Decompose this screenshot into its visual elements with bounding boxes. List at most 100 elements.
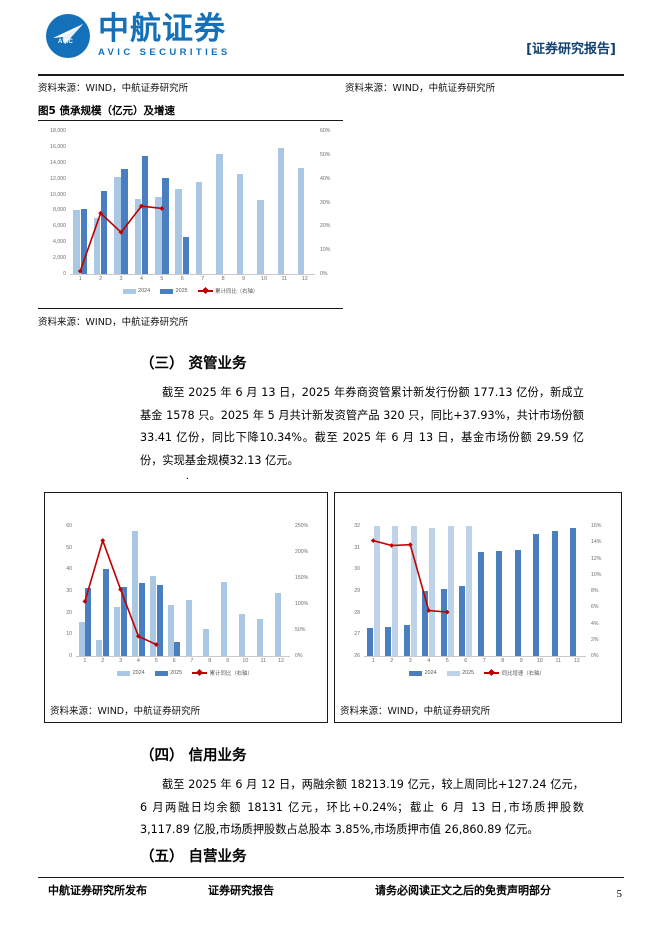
- fig5-y2-tick: 50%: [320, 151, 331, 158]
- fig6-x-axis: [76, 656, 290, 657]
- page-number: 5: [616, 888, 623, 900]
- fig6-bar: [132, 531, 139, 656]
- fig7-legend-item: 2024: [409, 670, 437, 676]
- source-note-top-right: 资料来源：WIND，中航证券研究所: [345, 83, 496, 94]
- fig6-y2-tick: 0%: [295, 653, 303, 659]
- fig6-x-tick: 9: [226, 658, 230, 664]
- fig7-y2-tick: 0%: [591, 653, 599, 659]
- fig5-y-tick: 6,000: [53, 223, 66, 230]
- fig5-bar: [162, 178, 169, 274]
- legend-label: 2024: [138, 288, 151, 294]
- fig5-bar: [155, 196, 162, 274]
- fig5-y-tick: 2,000: [53, 255, 66, 262]
- fig5-bar: [257, 199, 264, 274]
- fig7-y2-tick: 14%: [591, 539, 602, 546]
- fig6-legend-item: 2024: [117, 670, 145, 676]
- fig6-bar: [203, 628, 210, 656]
- legend-label: 2025: [170, 670, 183, 676]
- fig6-bar: [274, 593, 281, 656]
- fig7-bar: [570, 528, 577, 656]
- fig7-bar: [385, 626, 392, 656]
- fig7-x-tick: 11: [555, 658, 562, 664]
- fig6-legend-item: 2025: [154, 670, 183, 676]
- section-heading-5: （五） 自营业务: [140, 849, 247, 865]
- fig6-y-tick: 20: [66, 609, 72, 616]
- fig6-bar: [114, 607, 121, 656]
- fig5-x-axis: [70, 274, 315, 275]
- fig6-y2-tick: 250%: [295, 523, 309, 529]
- fig7-y-tick: 26: [354, 653, 360, 659]
- fig5-y-tick: 4,000: [53, 239, 66, 246]
- fig5-bar: [100, 190, 108, 274]
- fig5-x-tick: 3: [119, 276, 123, 282]
- fig6-y2-tick: 100%: [295, 601, 309, 607]
- fig7-y2-tick: 2%: [591, 636, 599, 643]
- fig7-legend: 2024 2025 同比增速（右轴）: [340, 669, 614, 677]
- fig7-y2-tick: 6%: [591, 604, 599, 611]
- footer-report-type: 证券研究报告: [208, 884, 274, 897]
- fig7-bar: [440, 588, 447, 656]
- fig6-bar: [156, 584, 163, 656]
- fig6-y-tick: 40: [66, 566, 72, 573]
- avic-badge-text: AVIC: [58, 39, 74, 45]
- fig7-x-tick: 2: [390, 658, 394, 664]
- fig7-y2-tick: 4%: [591, 620, 599, 627]
- fig7-bar: [459, 585, 466, 656]
- fig5-x-tick: 9: [242, 276, 246, 282]
- fig7-y2-tick: 12%: [591, 555, 602, 562]
- fig7-bar: [514, 549, 521, 656]
- fig7-x-tick: 6: [464, 658, 468, 664]
- bar-swatch-icon: [409, 670, 423, 676]
- legend-label: 2025: [462, 670, 475, 676]
- fig5-bar: [216, 154, 223, 274]
- bar-swatch-icon: [154, 670, 168, 676]
- fig6-x-tick: 12: [278, 658, 285, 664]
- fig5-title: 图5 债承规模（亿元）及增速: [38, 105, 175, 117]
- fig6-x-tick: 11: [260, 658, 267, 664]
- fig7-y2-tick: 16%: [591, 523, 602, 529]
- logo-wordmark: 中航证券 AVIC SECURITIES: [98, 14, 231, 58]
- fig6-x-tick: 6: [172, 658, 176, 664]
- fig5-y2-tick: 40%: [320, 175, 331, 182]
- logo-chinese-name: 中航证券: [98, 11, 226, 48]
- fig6-y-tick: 50: [66, 544, 72, 551]
- bar-swatch-icon: [117, 670, 131, 676]
- fig6-y2-tick: 150%: [295, 575, 309, 581]
- fig7-x-tick: 5: [445, 658, 449, 664]
- bar-swatch-icon: [122, 288, 136, 294]
- fig6-bar: [78, 622, 85, 656]
- fig7-bar: [551, 531, 558, 656]
- line-swatch-icon: [192, 672, 208, 674]
- fig5-y-tick: 12,000: [50, 175, 66, 182]
- fig5-legend-item: 2024: [122, 288, 151, 294]
- fig6-y-tick: 60: [66, 523, 72, 529]
- fig5-y2-tick: 60%: [320, 128, 331, 134]
- fig7-x-tick: 7: [482, 658, 486, 664]
- fig6-bar: [256, 619, 263, 656]
- fig7-legend-item: 同比增速（右轴）: [484, 669, 545, 677]
- bar-swatch-icon: [446, 670, 460, 676]
- fig7-y2-tick: 10%: [591, 571, 602, 578]
- section-heading-3: （三） 资管业务: [140, 356, 247, 372]
- fig7-y-tick: 29: [354, 588, 360, 594]
- fig5-bar: [93, 218, 101, 274]
- fig5-x-tick: 5: [160, 276, 164, 282]
- fig5-y2-tick: 20%: [320, 223, 331, 230]
- header-divider: [38, 74, 624, 76]
- fig6-legend: 2024 2025 累计同比（右轴）: [50, 669, 320, 677]
- fig7-x-tick: 10: [536, 658, 543, 664]
- fig5-bar: [297, 167, 305, 274]
- fig5-bar: [277, 147, 285, 274]
- legend-label: 累计同比（右轴）: [215, 289, 259, 295]
- fig7-y-tick: 31: [354, 544, 360, 551]
- fig7-y-tick: 30: [354, 566, 360, 573]
- fig6-y-tick: 30: [66, 588, 72, 594]
- legend-label: 2025: [175, 288, 188, 294]
- fig6-bar: [185, 599, 192, 656]
- fig5-y-tick: 8,000: [53, 207, 66, 214]
- legend-label: 2024: [132, 670, 145, 676]
- fig5-y2-tick: 30%: [320, 199, 331, 206]
- fig5-legend-item: 2025: [160, 288, 188, 294]
- fig6-x-tick: 3: [119, 658, 123, 664]
- fig6-bar: [120, 586, 127, 656]
